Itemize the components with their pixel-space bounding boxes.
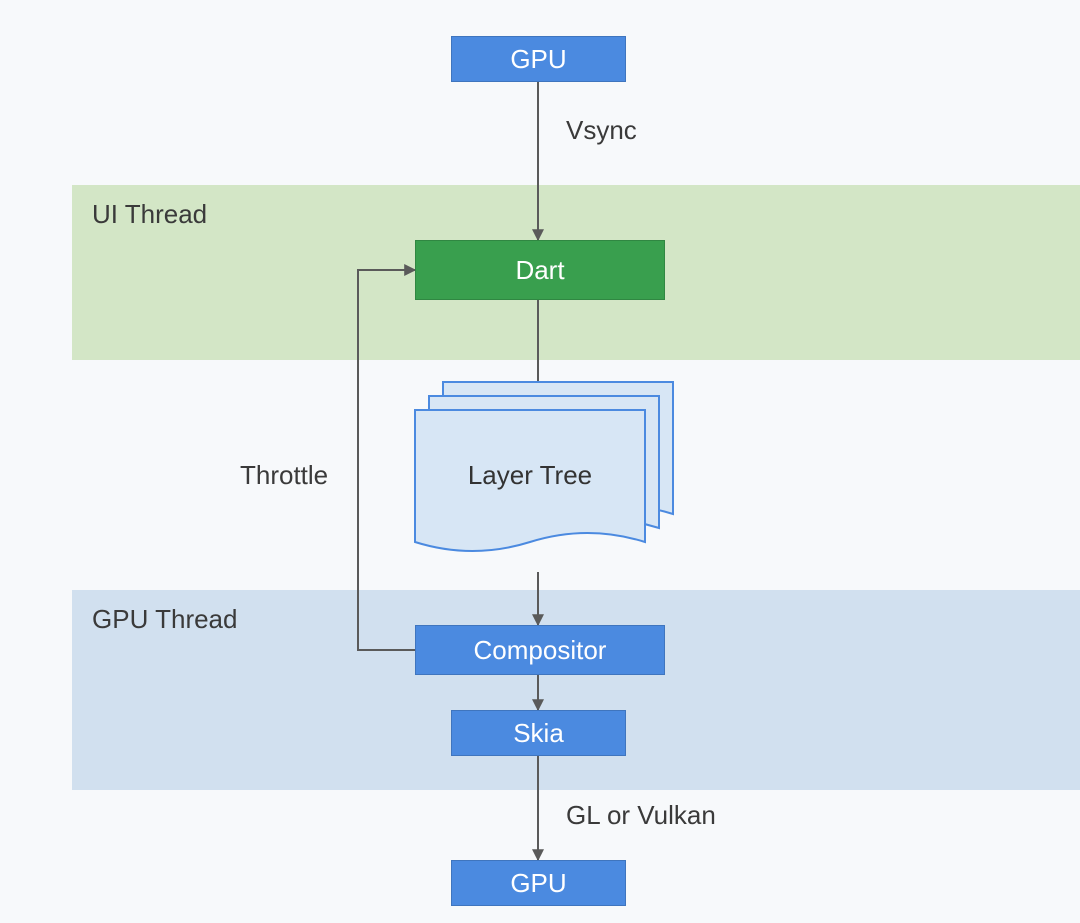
- node-gpu-bottom: GPU: [451, 860, 626, 906]
- edge-label-throttle: Throttle: [240, 460, 328, 491]
- node-label: GPU: [510, 868, 566, 899]
- thread-band-gpu-thread: GPU Thread: [72, 590, 1080, 790]
- node-label: Skia: [513, 718, 564, 749]
- node-label: Layer Tree: [468, 460, 592, 490]
- node-layer-tree: Layer Tree: [415, 382, 673, 551]
- node-label: GPU: [510, 44, 566, 75]
- edge-label-skia-gpu: GL or Vulkan: [566, 800, 716, 831]
- edge-label-vsync: Vsync: [566, 115, 637, 146]
- flowchart-canvas: UI Thread GPU Thread Layer Tree GPU Dart Comp…: [0, 0, 1080, 923]
- thread-band-label: UI Thread: [92, 199, 207, 230]
- node-skia: Skia: [451, 710, 626, 756]
- node-compositor: Compositor: [415, 625, 665, 675]
- thread-band-label: GPU Thread: [92, 604, 237, 635]
- node-dart: Dart: [415, 240, 665, 300]
- node-gpu-top: GPU: [451, 36, 626, 82]
- node-label: Compositor: [474, 635, 607, 666]
- node-label: Dart: [515, 255, 564, 286]
